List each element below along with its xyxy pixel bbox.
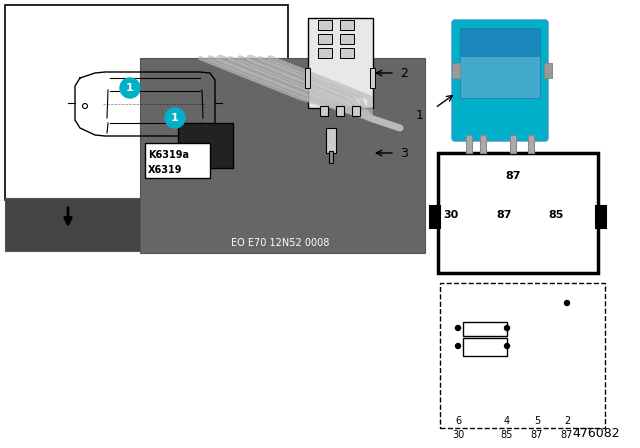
FancyBboxPatch shape	[452, 20, 548, 141]
Text: 476082: 476082	[572, 427, 620, 440]
Text: X6319: X6319	[148, 165, 182, 175]
Bar	[340, 48, 354, 58]
Text: 30: 30	[452, 430, 464, 440]
Bar	[528, 135, 534, 153]
Bar	[318, 34, 332, 44]
Text: EO E70 12N52 0008: EO E70 12N52 0008	[231, 238, 329, 248]
Bar	[340, 20, 354, 30]
Text: 87: 87	[496, 210, 511, 220]
Text: 6: 6	[455, 416, 461, 426]
Bar	[452, 63, 460, 78]
Text: 87: 87	[531, 430, 543, 440]
Bar	[480, 135, 486, 153]
Bar	[466, 135, 472, 153]
Text: 3: 3	[400, 146, 408, 159]
Bar	[5, 5, 288, 200]
Bar	[145, 143, 210, 178]
Text: 87: 87	[561, 430, 573, 440]
Bar	[140, 58, 425, 253]
Bar	[440, 283, 605, 428]
Text: K6319a: K6319a	[148, 150, 189, 160]
Bar	[510, 135, 516, 153]
Bar	[318, 48, 332, 58]
Bar	[336, 106, 344, 116]
Bar	[463, 338, 507, 356]
Bar	[320, 106, 328, 116]
Text: 1: 1	[126, 83, 134, 93]
Bar	[305, 68, 310, 88]
Circle shape	[562, 405, 572, 415]
Bar	[5, 198, 140, 251]
Circle shape	[504, 326, 509, 331]
Bar	[340, 34, 354, 44]
Text: 4: 4	[504, 416, 510, 426]
Text: 2: 2	[564, 416, 570, 426]
Text: 1: 1	[171, 113, 179, 123]
Circle shape	[453, 405, 463, 415]
Bar	[329, 151, 333, 163]
Bar	[460, 28, 540, 58]
Circle shape	[456, 326, 461, 331]
Circle shape	[502, 405, 512, 415]
Text: 85: 85	[548, 210, 563, 220]
Circle shape	[456, 344, 461, 349]
Bar	[352, 106, 360, 116]
Bar	[596, 206, 606, 228]
Bar	[318, 20, 332, 30]
Text: 2: 2	[400, 66, 408, 79]
Text: 1: 1	[416, 108, 424, 121]
Text: 30: 30	[443, 210, 458, 220]
Text: 85: 85	[501, 430, 513, 440]
Circle shape	[120, 78, 140, 98]
Circle shape	[532, 405, 542, 415]
Bar	[326, 128, 336, 153]
Text: 5: 5	[534, 416, 540, 426]
Circle shape	[564, 301, 570, 306]
Bar	[430, 206, 440, 228]
Bar	[370, 68, 375, 88]
Bar	[308, 18, 373, 108]
Bar	[438, 153, 598, 273]
Bar	[178, 123, 233, 168]
Circle shape	[165, 108, 185, 128]
Circle shape	[504, 344, 509, 349]
Text: 87: 87	[505, 171, 521, 181]
Bar	[460, 56, 540, 98]
Bar	[463, 322, 507, 336]
Bar	[544, 63, 552, 78]
